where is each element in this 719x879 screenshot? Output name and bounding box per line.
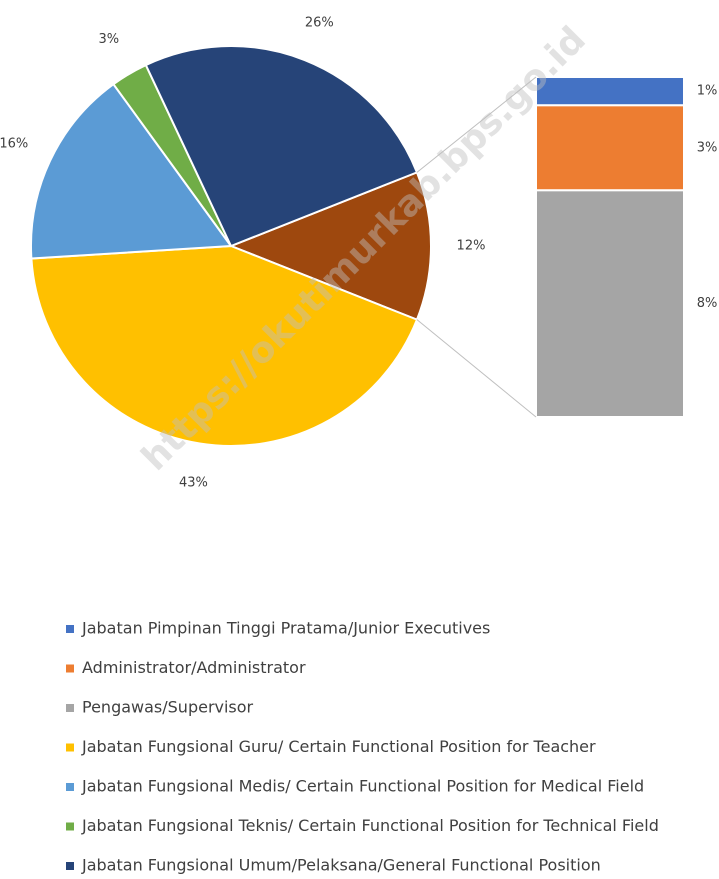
legend-label: Pengawas/Supervisor xyxy=(82,698,254,717)
legend-swatch xyxy=(66,704,74,712)
legend-swatch xyxy=(66,822,74,831)
data-label: 16% xyxy=(0,136,28,151)
plot: 12% 43% 16% 3% 26% 1% 3% 8% Jabatan Pimpinan Tin… xyxy=(0,15,717,874)
pie-slice xyxy=(228,171,432,321)
data-label: 1% xyxy=(697,84,718,99)
legend-swatch xyxy=(66,625,74,633)
legend-swatch xyxy=(66,783,74,791)
legend-label: Jabatan Fungsional Teknis/ Certain Funct… xyxy=(81,816,659,835)
data-label: 26% xyxy=(305,15,334,30)
pie-slice xyxy=(30,244,419,447)
data-label: 43% xyxy=(179,476,208,491)
data-label: 3% xyxy=(99,32,120,47)
legend-label: Jabatan Pimpinan Tinggi Pratama/Junior E… xyxy=(81,619,490,638)
legend-label: Administrator/Administrator xyxy=(82,658,306,677)
bar-segment xyxy=(535,189,685,418)
data-label: 8% xyxy=(697,296,718,311)
bar-segment xyxy=(535,104,685,192)
pie-slice xyxy=(144,45,419,248)
pie-slice xyxy=(30,82,233,260)
legend-label: Jabatan Fungsional Umum/Pelaksana/Genera… xyxy=(81,856,601,875)
connector xyxy=(416,319,537,418)
legend-label: Jabatan Fungsional Guru/ Certain Functio… xyxy=(81,737,596,756)
legend-label: Jabatan Fungsional Medis/ Certain Functi… xyxy=(81,777,644,796)
connector xyxy=(416,76,537,173)
legend-swatch xyxy=(66,862,74,870)
legend-swatch xyxy=(66,664,74,673)
data-label: 12% xyxy=(457,239,486,254)
data-label: 3% xyxy=(697,140,718,155)
legend-swatch xyxy=(66,743,74,752)
bar-segment xyxy=(535,76,685,107)
